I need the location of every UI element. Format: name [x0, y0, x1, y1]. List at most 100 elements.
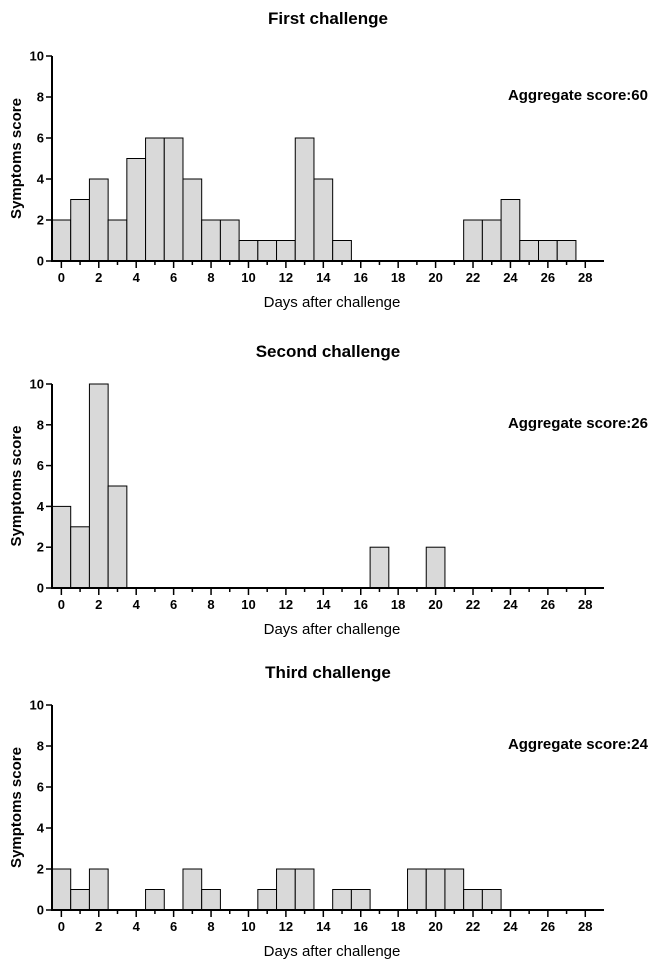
- bar: [444, 868, 465, 911]
- x-tick-label: 20: [428, 919, 442, 934]
- bar: [88, 178, 109, 262]
- bar: [556, 240, 577, 262]
- x-tick-label: 4: [133, 919, 141, 934]
- aggregate-score-label: Aggregate score:26: [508, 415, 648, 432]
- x-tick-label: 6: [170, 919, 177, 934]
- x-tick-label: 14: [316, 919, 331, 934]
- x-tick-label: 22: [466, 270, 480, 285]
- y-tick-label: 6: [37, 780, 44, 795]
- bar: [350, 889, 371, 911]
- x-tick-label: 0: [58, 597, 65, 612]
- x-tick-label: 22: [466, 597, 480, 612]
- x-tick-label: 18: [391, 919, 405, 934]
- y-tick-label: 6: [37, 458, 44, 473]
- x-tick-label: 10: [241, 919, 255, 934]
- bar: [182, 868, 203, 911]
- x-tick-label: 12: [279, 270, 293, 285]
- bar: [369, 546, 390, 589]
- y-axis-label: Symptoms score: [8, 747, 25, 868]
- y-tick-label: 0: [37, 903, 44, 918]
- x-tick-label: 16: [354, 919, 368, 934]
- aggregate-score-label: Aggregate score:60: [508, 87, 648, 104]
- x-tick-label: 18: [391, 597, 405, 612]
- x-tick-label: 2: [95, 597, 102, 612]
- x-tick-label: 18: [391, 270, 405, 285]
- bar: [201, 219, 221, 262]
- x-axis-label: Days after challenge: [264, 621, 401, 638]
- bar: [201, 889, 221, 911]
- bar: [126, 158, 147, 262]
- chart-title: Second challenge: [256, 342, 401, 361]
- y-tick-label: 10: [30, 377, 44, 392]
- x-tick-label: 4: [133, 270, 141, 285]
- bar: [107, 219, 128, 262]
- x-tick-label: 28: [578, 597, 592, 612]
- y-tick-label: 8: [37, 90, 44, 105]
- x-tick-label: 16: [354, 270, 368, 285]
- x-tick-label: 2: [95, 270, 102, 285]
- x-tick-label: 0: [58, 270, 65, 285]
- y-tick-label: 4: [37, 172, 45, 187]
- x-tick-label: 6: [170, 597, 177, 612]
- x-tick-label: 22: [466, 919, 480, 934]
- bar: [145, 137, 165, 262]
- bar: [257, 889, 278, 911]
- bar: [219, 219, 240, 262]
- y-tick-label: 2: [37, 213, 44, 228]
- y-tick-label: 2: [37, 540, 44, 555]
- x-tick-label: 28: [578, 270, 592, 285]
- bar: [51, 505, 72, 589]
- x-tick-label: 12: [279, 919, 293, 934]
- bar: [276, 868, 296, 911]
- bar: [463, 219, 483, 262]
- bar: [407, 868, 427, 911]
- x-tick-label: 14: [316, 270, 331, 285]
- x-axis-label: Days after challenge: [264, 294, 401, 311]
- y-tick-label: 10: [30, 698, 44, 713]
- x-tick-label: 14: [316, 597, 331, 612]
- bar: [313, 178, 334, 262]
- bar: [294, 137, 315, 262]
- bar: [332, 889, 352, 911]
- bar: [88, 868, 109, 911]
- x-tick-label: 28: [578, 919, 592, 934]
- chart-title: First challenge: [268, 9, 388, 28]
- x-tick-label: 20: [428, 270, 442, 285]
- x-tick-label: 8: [207, 919, 214, 934]
- x-tick-label: 8: [207, 270, 214, 285]
- bar: [276, 240, 296, 262]
- bar: [425, 868, 446, 911]
- y-axis-label: Symptoms score: [8, 426, 25, 547]
- bar: [500, 199, 521, 262]
- bar: [463, 889, 483, 911]
- bar: [182, 178, 203, 262]
- y-tick-label: 0: [37, 254, 44, 269]
- x-tick-label: 24: [503, 919, 518, 934]
- bar: [145, 889, 165, 911]
- x-tick-label: 10: [241, 270, 255, 285]
- y-tick-label: 0: [37, 581, 44, 596]
- x-tick-label: 0: [58, 919, 65, 934]
- x-tick-label: 8: [207, 597, 214, 612]
- y-tick-label: 8: [37, 739, 44, 754]
- x-tick-label: 26: [541, 270, 555, 285]
- bar: [88, 383, 109, 589]
- bar: [519, 240, 540, 262]
- x-tick-label: 6: [170, 270, 177, 285]
- x-tick-label: 24: [503, 597, 518, 612]
- chart-title: Third challenge: [265, 663, 391, 682]
- bar: [294, 868, 315, 911]
- y-tick-label: 10: [30, 49, 44, 64]
- bar: [107, 485, 128, 589]
- x-axis-label: Days after challenge: [264, 943, 401, 960]
- y-tick-label: 4: [37, 499, 45, 514]
- x-tick-label: 12: [279, 597, 293, 612]
- bar: [70, 199, 90, 262]
- bar: [538, 240, 558, 262]
- x-tick-label: 26: [541, 597, 555, 612]
- y-tick-label: 2: [37, 862, 44, 877]
- x-tick-label: 26: [541, 919, 555, 934]
- aggregate-score-label: Aggregate score:24: [508, 736, 649, 753]
